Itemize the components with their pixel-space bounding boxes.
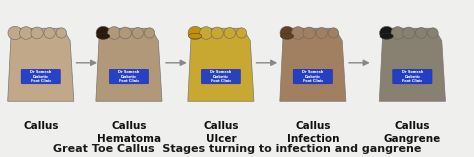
Ellipse shape	[428, 28, 438, 38]
Ellipse shape	[189, 33, 202, 39]
Polygon shape	[96, 28, 162, 101]
Ellipse shape	[328, 28, 338, 38]
Ellipse shape	[236, 28, 246, 38]
Ellipse shape	[97, 33, 110, 39]
Polygon shape	[280, 28, 346, 101]
Ellipse shape	[316, 27, 328, 38]
Text: Great Toe Callus  Stages turning to infection and gangrene: Great Toe Callus Stages turning to infec…	[53, 144, 421, 154]
Text: Dr Somesh
Diabetic
Foot Clinic: Dr Somesh Diabetic Foot Clinic	[402, 70, 423, 83]
Text: Dr Somesh
Diabetic
Foot Clinic: Dr Somesh Diabetic Foot Clinic	[30, 70, 51, 83]
Ellipse shape	[380, 33, 393, 39]
FancyBboxPatch shape	[21, 69, 61, 84]
Text: Callus: Callus	[395, 121, 430, 131]
Ellipse shape	[380, 26, 394, 40]
Ellipse shape	[188, 26, 202, 40]
Ellipse shape	[211, 27, 223, 39]
Ellipse shape	[416, 27, 427, 38]
FancyBboxPatch shape	[109, 69, 148, 84]
Ellipse shape	[200, 27, 213, 39]
Ellipse shape	[303, 27, 315, 39]
Text: Callus: Callus	[203, 121, 238, 131]
Text: Dr Somesh
Diabetic
Foot Clinic: Dr Somesh Diabetic Foot Clinic	[302, 70, 323, 83]
Text: Callus: Callus	[295, 121, 330, 131]
Ellipse shape	[402, 27, 415, 39]
FancyBboxPatch shape	[201, 69, 241, 84]
Text: Infection: Infection	[287, 134, 339, 144]
Ellipse shape	[224, 27, 236, 38]
Ellipse shape	[31, 27, 43, 39]
Text: Callus: Callus	[23, 121, 58, 131]
Ellipse shape	[281, 33, 294, 39]
FancyBboxPatch shape	[392, 69, 432, 84]
Text: Hematoma: Hematoma	[97, 134, 161, 144]
Text: Dr Somesh
Diabetic
Foot Clinic: Dr Somesh Diabetic Foot Clinic	[210, 70, 231, 83]
Text: Dr Somesh
Diabetic
Foot Clinic: Dr Somesh Diabetic Foot Clinic	[118, 70, 139, 83]
Ellipse shape	[119, 27, 131, 39]
Ellipse shape	[144, 28, 155, 38]
Polygon shape	[188, 28, 254, 101]
Ellipse shape	[8, 26, 22, 40]
FancyBboxPatch shape	[293, 69, 333, 84]
Ellipse shape	[108, 27, 121, 39]
Ellipse shape	[391, 27, 404, 39]
Ellipse shape	[96, 26, 110, 40]
Text: Gangrene: Gangrene	[384, 134, 441, 144]
Ellipse shape	[292, 27, 305, 39]
Text: Callus: Callus	[111, 121, 146, 131]
Ellipse shape	[19, 27, 33, 39]
Ellipse shape	[56, 28, 66, 38]
Ellipse shape	[280, 26, 294, 40]
Polygon shape	[8, 28, 74, 101]
Text: Ulcer: Ulcer	[206, 134, 236, 144]
Polygon shape	[379, 28, 446, 101]
Ellipse shape	[44, 27, 55, 38]
Ellipse shape	[132, 27, 144, 38]
